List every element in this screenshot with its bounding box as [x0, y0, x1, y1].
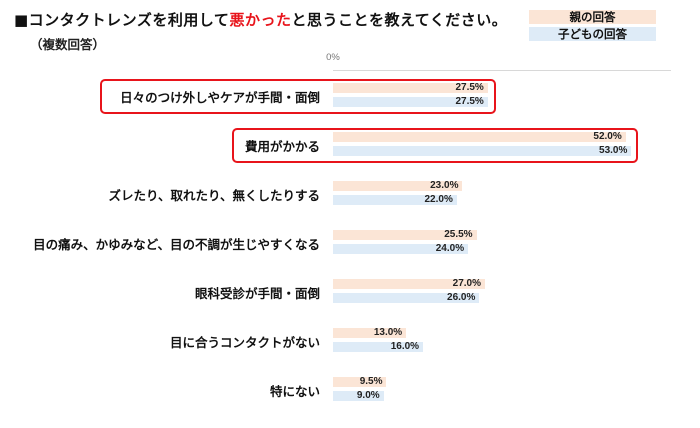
child-bar — [333, 342, 424, 352]
parent-bar — [333, 377, 387, 387]
parent-value-label: 27.5% — [455, 82, 484, 93]
parent-bar — [333, 83, 488, 93]
category-label: 特にない — [269, 384, 320, 399]
child-bar — [333, 146, 632, 156]
x-axis-line — [333, 70, 671, 71]
child-bar — [333, 293, 480, 303]
category-label: ズレたり、取れたり、無くしたりする — [108, 188, 320, 203]
chart-subtitle: （複数回答） — [30, 37, 106, 52]
parent-bar — [333, 181, 463, 191]
child-value-label: 24.0% — [435, 243, 465, 254]
title-suffix: と思うことを教えてください。 — [291, 11, 508, 29]
category-label: 眼科受診が手間・面倒 — [194, 286, 320, 301]
child-value-label: 53.0% — [599, 145, 628, 156]
child-bar — [333, 391, 384, 401]
parent-bar — [333, 230, 477, 240]
category-label: 目に合うコンタクトがない — [169, 335, 320, 350]
x-tick: 0% — [326, 52, 340, 63]
parent-bar — [333, 279, 485, 289]
category-label: 目の痛み、かゆみなど、目の不調が生じやすくなる — [33, 237, 320, 252]
child-value-label: 22.0% — [424, 194, 453, 205]
category-label: 日々のつけ外しやケアが手間・面倒 — [120, 90, 320, 105]
parent-value-label: 9.5% — [359, 376, 383, 387]
child-bar — [333, 244, 469, 254]
parent-value-label: 52.0% — [593, 131, 622, 142]
child-value-label: 26.0% — [447, 292, 476, 303]
chart-title: ■コンタクトレンズを利用して悪かったと思うことを教えてください。 — [14, 9, 507, 30]
parent-value-label: 23.0% — [430, 180, 459, 191]
child-bar — [333, 97, 488, 107]
parent-value-label: 25.5% — [444, 229, 473, 240]
child-value-label: 16.0% — [390, 341, 420, 352]
child-value-label: 27.5% — [455, 96, 484, 107]
parent-bar — [333, 328, 407, 338]
title-prefix: ■コンタクトレンズを利用して — [14, 11, 230, 29]
legend-child: 子どもの回答 — [529, 27, 656, 41]
child-bar — [333, 195, 457, 205]
parent-bar — [333, 132, 626, 142]
title-highlight: 悪かった — [229, 11, 292, 29]
parent-value-label: 13.0% — [373, 327, 403, 338]
child-value-label: 9.0% — [356, 390, 380, 401]
highlight-box — [100, 79, 496, 114]
category-label: 費用がかかる — [244, 139, 320, 154]
parent-value-label: 27.0% — [452, 278, 481, 289]
highlight-box — [232, 128, 638, 163]
legend-parent: 親の回答 — [529, 10, 656, 24]
